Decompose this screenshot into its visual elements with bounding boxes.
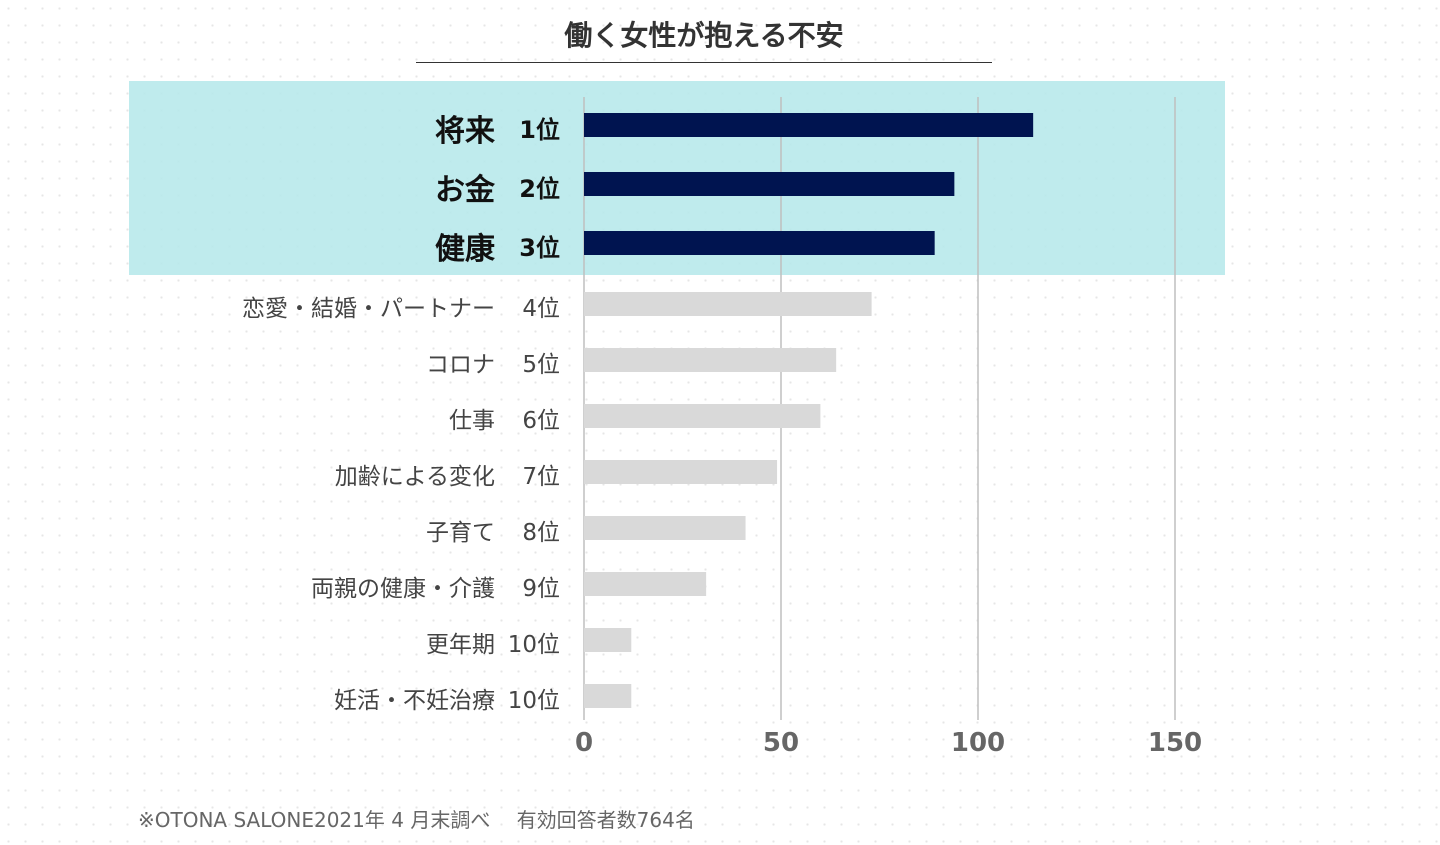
category-label: 両親の健康・介護 [311,576,495,602]
x-tick-label: 150 [1147,728,1203,758]
chart-title: 働く女性が抱える不安 [564,19,844,52]
category-label: 恋愛・結婚・パートナー [242,296,495,322]
bar [584,404,821,428]
rank-label: 3位 [519,234,560,262]
x-tick-label: 100 [950,728,1006,758]
footnote: ※OTONA SALONE2021年 4 月末調べ 有効回答者数764名 [138,808,695,832]
rank-label: 5位 [522,352,560,378]
rank-label: 2位 [519,175,560,203]
rank-label: 10位 [507,632,560,658]
rank-label: 1位 [519,116,560,144]
rank-label: 10位 [507,688,560,714]
rank-label: 7位 [522,464,560,490]
title-underline [416,62,992,63]
rank-label: 4位 [522,296,560,322]
bar [584,172,955,196]
bar [584,628,632,652]
bar [584,231,935,255]
bar [584,113,1034,137]
rank-label: 9位 [522,576,560,602]
category-label: コロナ [426,352,495,378]
category-label: 更年期 [426,632,495,658]
x-tick-label: 0 [574,728,594,758]
bar [584,348,837,372]
category-label: 仕事 [449,408,495,434]
bar [584,572,707,596]
category-label: 妊活・不妊治療 [334,688,495,714]
category-label: 加齢による変化 [334,464,495,490]
category-label: 将来 [435,114,495,149]
category-label: 健康 [435,232,495,267]
category-label: 子育て [426,520,495,546]
rank-label: 8位 [522,520,560,546]
bar [584,460,778,484]
rank-label: 6位 [522,408,560,434]
bar [584,684,632,708]
bar [584,292,872,316]
category-label: お金 [435,173,495,208]
bar [584,516,746,540]
x-tick-label: 50 [762,728,800,758]
